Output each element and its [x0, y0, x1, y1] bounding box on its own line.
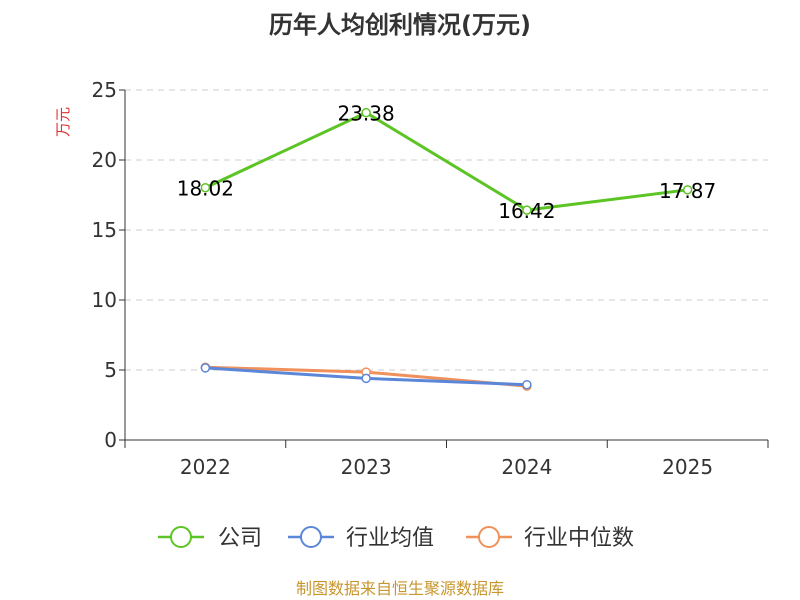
x-tick-label: 2023 — [341, 455, 392, 479]
data-point — [361, 107, 371, 118]
data-point — [200, 182, 211, 193]
legend-label: 行业均值 — [346, 526, 434, 551]
y-tick-label: 0 — [104, 428, 117, 452]
data-label: 17.87 — [659, 179, 716, 203]
legend-label: 公司 — [218, 526, 262, 551]
source-note: 制图数据来自恒生聚源数据库 — [296, 579, 504, 598]
data-label: 23.38 — [337, 102, 394, 126]
series-line — [204, 111, 688, 212]
y-tick-label: 5 — [104, 358, 117, 382]
data-point — [682, 185, 693, 195]
data-point — [361, 373, 371, 384]
y-tick-label: 20 — [92, 148, 117, 172]
legend-swatch-marker — [170, 526, 192, 548]
y-tick-label: 15 — [92, 218, 117, 242]
data-point — [200, 363, 211, 373]
chart-title: 历年人均创利情况(万元) — [269, 11, 531, 39]
data-labels: 18.02 23.38 16.42 17.87 — [177, 102, 717, 223]
legend-swatch-marker — [478, 526, 500, 548]
data-label: 16.42 — [498, 199, 555, 223]
legend-label: 行业中位数 — [524, 526, 634, 551]
series-group — [200, 107, 693, 391]
x-tick-label: 2022 — [180, 455, 231, 479]
legend-swatch-marker — [300, 526, 322, 548]
legend-item[interactable]: 公司 — [158, 526, 262, 551]
legend-item[interactable]: 行业中位数 — [466, 526, 634, 551]
data-label: 18.02 — [177, 177, 234, 201]
x-tick-label: 2025 — [662, 455, 713, 479]
data-point — [522, 205, 532, 215]
grid-lines — [125, 89, 768, 371]
legend-item[interactable]: 行业均值 — [288, 526, 434, 551]
data-point — [522, 379, 532, 390]
x-tick-label: 2024 — [501, 455, 552, 479]
y-axis-label: 万元 — [54, 107, 72, 137]
y-tick-label: 25 — [92, 78, 117, 102]
legend[interactable]: 公司 行业均值 行业中位数 — [158, 526, 634, 551]
y-tick-label: 10 — [92, 288, 117, 312]
